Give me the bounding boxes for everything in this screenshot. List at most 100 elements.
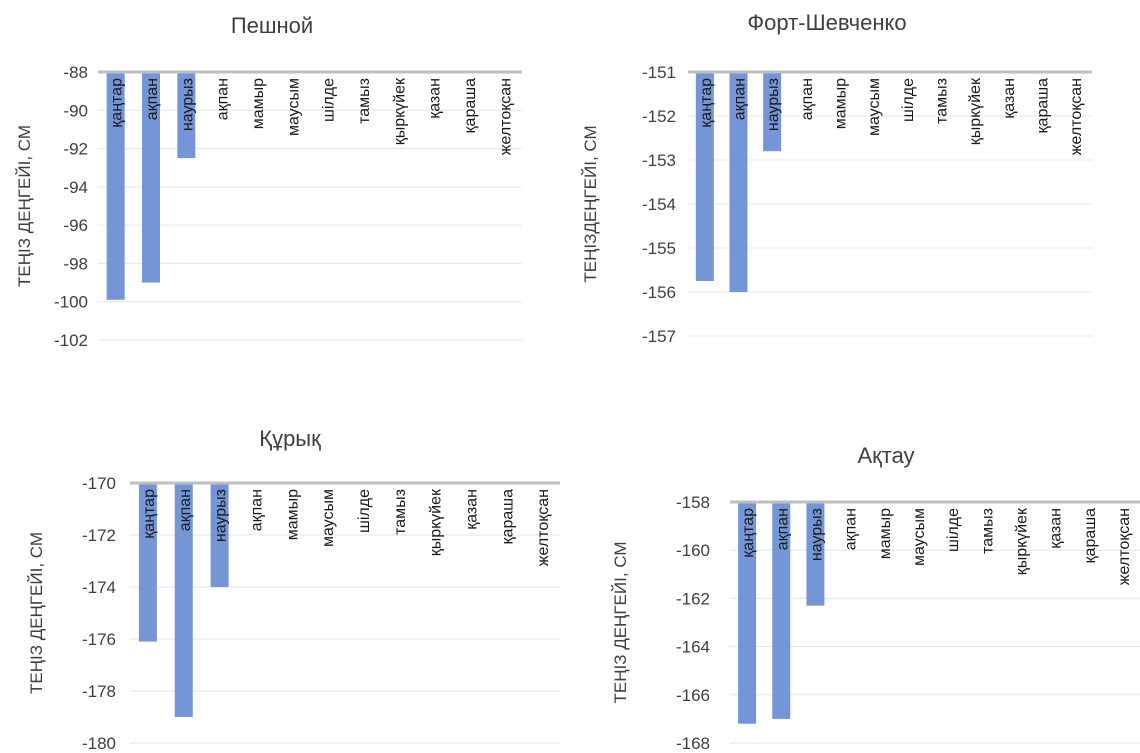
- y-tick-label: -172: [82, 526, 116, 545]
- category-label: желтоқсан: [1116, 508, 1133, 585]
- y-tick-label: -158: [676, 493, 710, 512]
- chart-3: -170 -172 -174 -176 -178 -180 қаңтар ақпан науры…: [27, 426, 560, 753]
- category-label: ақпан: [843, 508, 860, 550]
- y-axis-label: ТЕҢІЗДЕҢГЕЙІ, СМ: [581, 125, 600, 282]
- y-tick-label: -174: [82, 578, 116, 597]
- y-tick-label: -180: [82, 734, 116, 753]
- y-tick-label: -164: [676, 638, 710, 657]
- category-label: тамыз: [356, 78, 373, 124]
- bar: [772, 502, 791, 719]
- category-label: маусым: [866, 78, 883, 136]
- y-tick-label: -176: [82, 630, 116, 649]
- y-tick-label: -100: [54, 293, 88, 312]
- category-label: ақпан: [215, 78, 232, 120]
- y-axis-label: ТЕҢІЗ ДЕҢГЕЙІ, СМ: [611, 541, 630, 703]
- category-label: наурыз: [808, 508, 825, 561]
- category-label: наурыз: [179, 78, 196, 131]
- bar: [763, 72, 782, 152]
- category-label: желтоқсан: [497, 78, 514, 155]
- y-tick-label: -154: [642, 195, 676, 214]
- category-label: ақпан: [732, 78, 749, 120]
- category-label: қазан: [463, 489, 480, 530]
- category-label: тамыз: [979, 508, 996, 554]
- category-label: қаңтар: [141, 489, 158, 539]
- chart-1: -88 -90 -92 -94 -96 -98 -100 -102 қаңтар ақпан нау…: [15, 13, 522, 350]
- category-label: қаңтар: [740, 508, 757, 558]
- category-label: қараша: [1035, 78, 1052, 134]
- category-label: қаңтар: [109, 78, 126, 128]
- y-tick-label: -162: [676, 589, 710, 608]
- category-label: қазан: [1001, 78, 1018, 119]
- y-tick-label: -153: [642, 151, 676, 170]
- category-label: маусым: [285, 78, 302, 136]
- category-label: шілде: [900, 78, 917, 122]
- category-label: наурыз: [213, 489, 230, 542]
- chart-title: Құрық: [259, 426, 321, 451]
- y-tick-label: -152: [642, 107, 676, 126]
- bar: [806, 502, 825, 606]
- category-label: қараша: [499, 489, 516, 545]
- category-label: қазан: [427, 78, 444, 119]
- bar: [210, 483, 229, 587]
- y-tick-label: -151: [642, 63, 676, 82]
- bar: [177, 72, 196, 159]
- y-tick-label: -178: [82, 682, 116, 701]
- bar: [138, 483, 157, 642]
- category-label: мамыр: [250, 78, 267, 129]
- y-tick-label: -90: [63, 101, 88, 120]
- category-label: шілде: [945, 508, 962, 552]
- category-label: ақпан: [774, 508, 791, 550]
- category-label: қыркүйек: [967, 77, 984, 145]
- y-axis-label: ТЕҢІЗ ДЕҢГЕЙІ, СМ: [15, 125, 34, 287]
- y-tick-label: -168: [676, 734, 710, 753]
- category-label: ақпан: [248, 489, 265, 531]
- y-tick-label: -157: [642, 327, 676, 346]
- category-label: қазан: [1048, 508, 1065, 549]
- category-label: маусым: [911, 508, 928, 566]
- category-label: желтоқсан: [1068, 78, 1085, 155]
- category-label: наурыз: [765, 78, 782, 131]
- bar: [729, 72, 748, 292]
- category-label: қыркүйек: [391, 77, 408, 145]
- y-tick-label: -96: [63, 216, 88, 235]
- category-label: қараша: [462, 78, 479, 134]
- bar: [738, 502, 757, 724]
- bar: [106, 72, 125, 300]
- bar: [695, 72, 714, 281]
- category-label: мамыр: [284, 489, 301, 540]
- category-label: шілде: [356, 489, 373, 533]
- y-axis-label: ТЕҢІЗ ДЕҢГЕЙІ, СМ: [27, 532, 46, 694]
- bar: [142, 72, 160, 283]
- category-label: маусым: [320, 489, 337, 547]
- category-label: қаңтар: [698, 78, 715, 128]
- category-label: тамыз: [934, 78, 951, 124]
- y-tick-label: -88: [63, 63, 88, 82]
- category-label: шілде: [321, 78, 338, 122]
- y-tick-label: -156: [642, 283, 676, 302]
- bar: [174, 483, 193, 717]
- category-label: ақпан: [799, 78, 816, 120]
- y-tick-label: -94: [63, 178, 88, 197]
- y-tick-label: -170: [82, 474, 116, 493]
- y-tick-label: -160: [676, 541, 710, 560]
- chart-title: Ақтау: [857, 443, 914, 468]
- category-label: желтоқсан: [535, 489, 552, 566]
- y-tick-label: -166: [676, 686, 710, 705]
- category-label: тамыз: [392, 489, 409, 535]
- category-label: қараша: [1082, 508, 1099, 564]
- y-tick-label: -102: [54, 331, 88, 350]
- chart-title: Форт-Шевченко: [747, 10, 906, 35]
- category-label: мамыр: [877, 508, 894, 559]
- y-tick-label: -155: [642, 239, 676, 258]
- category-label: қыркүйек: [428, 488, 445, 556]
- y-tick-label: -98: [63, 254, 88, 273]
- category-label: ақпан: [144, 78, 161, 120]
- category-label: мамыр: [833, 78, 850, 129]
- chart-4: -158 -160 -162 -164 -166 -168 қаңтар ақпан науры…: [611, 443, 1140, 753]
- category-label: ақпан: [177, 489, 194, 531]
- chart-2: -151 -152 -153 -154 -155 -156 -157 қаңтар ақпан н…: [581, 10, 1092, 346]
- chart-title: Пешной: [231, 13, 313, 38]
- y-tick-label: -92: [63, 140, 88, 159]
- category-label: қыркүйек: [1013, 507, 1030, 575]
